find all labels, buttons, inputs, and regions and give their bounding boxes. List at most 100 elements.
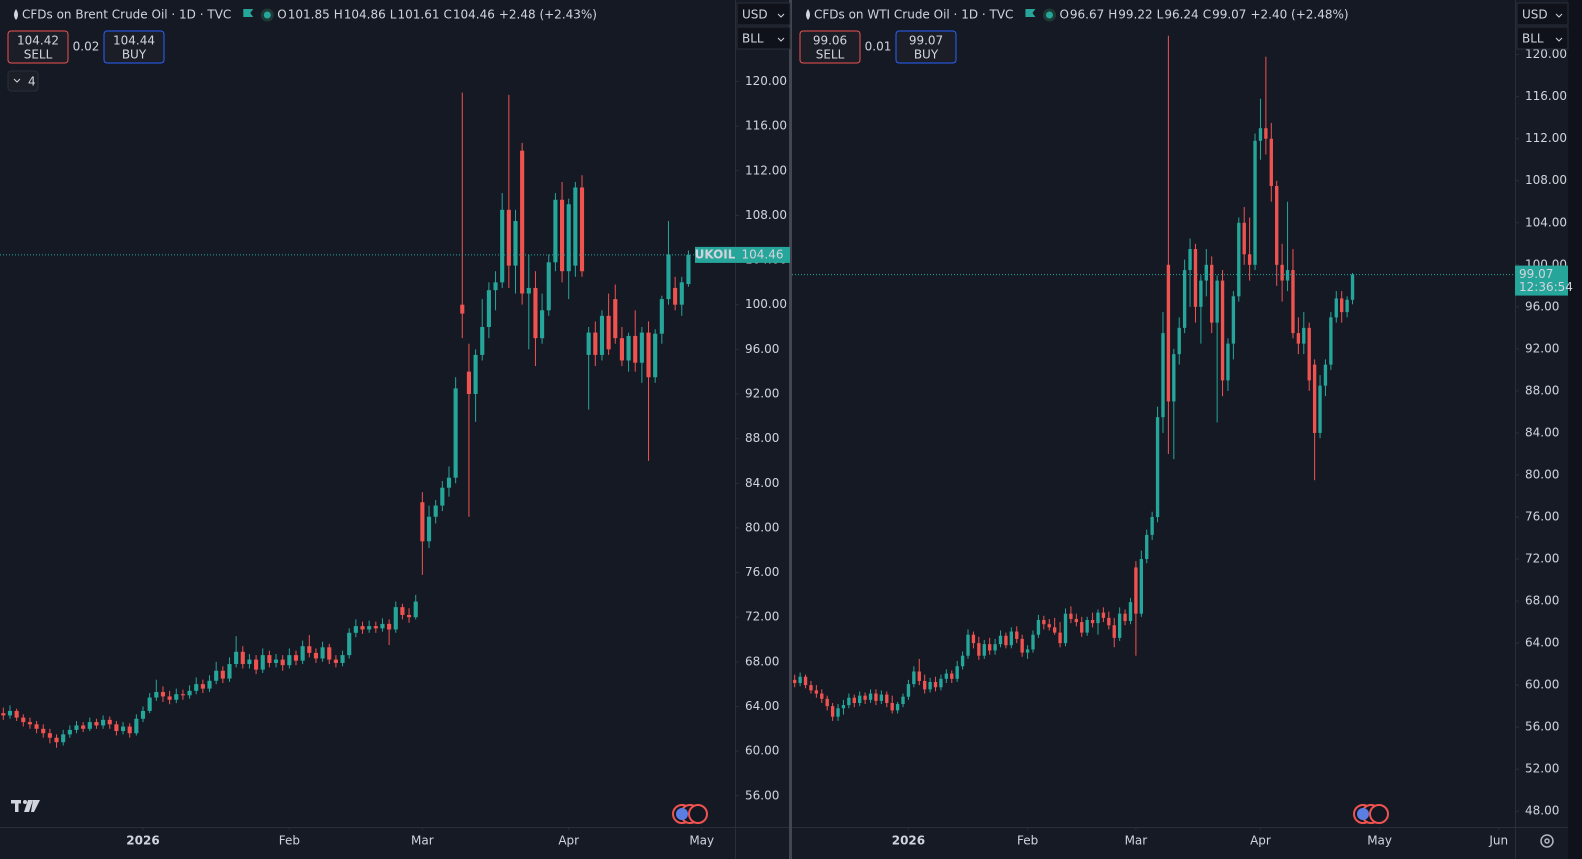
candle-body xyxy=(160,691,166,697)
sell-button[interactable] xyxy=(799,30,861,64)
candle-body xyxy=(1015,631,1019,639)
sell-price: 104.42 xyxy=(17,34,59,48)
candle-body xyxy=(885,694,889,704)
indicators-toggle[interactable] xyxy=(7,70,39,92)
candle-body xyxy=(420,502,425,542)
buy-button[interactable] xyxy=(103,30,165,64)
candle-body xyxy=(1161,333,1165,418)
candle-body xyxy=(41,728,46,734)
x-tick-label: Apr xyxy=(558,834,579,848)
ohlc-letter: H xyxy=(1108,8,1117,22)
candle-body xyxy=(673,287,678,305)
currency-unit: USD BLL xyxy=(1516,2,1569,50)
candle-body xyxy=(966,634,970,656)
candle-body xyxy=(950,673,954,679)
chart-title: CFDs on Brent Crude Oil · 1D · TVC xyxy=(22,8,231,22)
y-tick-label: 64.00 xyxy=(745,699,779,713)
candle-body xyxy=(74,725,79,730)
currency-button[interactable] xyxy=(736,2,791,26)
candle-body xyxy=(1340,298,1344,313)
drop-icon xyxy=(806,9,810,20)
candle-body xyxy=(526,287,531,294)
candle-body xyxy=(540,310,545,339)
price-label: 104.46 xyxy=(742,247,784,261)
y-tick-label: 88.00 xyxy=(1525,383,1559,397)
events-icon[interactable] xyxy=(1353,804,1389,824)
candle-body xyxy=(533,287,538,339)
y-tick-label: 64.00 xyxy=(1525,636,1559,650)
candle-body xyxy=(879,694,884,701)
candle-body xyxy=(1139,559,1143,614)
candle-body xyxy=(977,643,981,656)
candle-body xyxy=(987,644,992,651)
chart-layer: 48.00 52.00 56.00 60.00 64.00 68.00 72.00 76.00… xyxy=(792,35,1573,848)
y-tick-label: 56.00 xyxy=(745,788,779,802)
y-tick-label: 80.00 xyxy=(1525,467,1559,481)
symbol-badge xyxy=(695,246,735,263)
candle-body xyxy=(626,335,631,361)
candle-body xyxy=(912,671,916,685)
candle-body xyxy=(380,623,385,629)
events-icon[interactable] xyxy=(672,804,708,824)
candle-body xyxy=(619,338,624,361)
candle-body xyxy=(1155,417,1160,518)
x-tick-label: Jun xyxy=(1488,834,1508,848)
flag-icon xyxy=(243,9,254,17)
candle-body xyxy=(1334,298,1338,318)
currency-button[interactable] xyxy=(1516,2,1569,26)
candle-body xyxy=(1107,617,1111,626)
spread-label: 0.01 xyxy=(865,40,892,54)
candle-body xyxy=(1323,364,1328,386)
settings-icon[interactable] xyxy=(1540,834,1554,848)
candle-body xyxy=(486,290,491,328)
chart-title: CFDs on WTI Crude Oil · 1D · TVC xyxy=(814,8,1013,22)
candle-body xyxy=(1318,385,1322,433)
sell-button[interactable] xyxy=(7,30,69,64)
candle-body xyxy=(67,729,72,735)
candle-body xyxy=(1285,270,1290,281)
x-tick-label: Feb xyxy=(1017,834,1038,848)
x-tick-label: Mar xyxy=(1125,834,1148,848)
candle-body xyxy=(1220,280,1225,381)
candle-body xyxy=(1128,602,1133,622)
candle-body xyxy=(347,632,352,656)
unit-button[interactable] xyxy=(736,26,791,50)
candle-body xyxy=(1020,638,1024,653)
candle-body xyxy=(1188,249,1192,271)
candle-body xyxy=(1052,627,1057,633)
candle-body xyxy=(500,209,505,283)
y-tick-label: 84.00 xyxy=(745,476,779,490)
candle-body xyxy=(613,299,618,339)
ohlc-value: 101.61 xyxy=(397,8,439,22)
buy-button[interactable] xyxy=(895,30,957,64)
y-tick-label: 68.00 xyxy=(1525,594,1559,608)
candle-body xyxy=(593,332,598,355)
candle-body xyxy=(847,697,851,706)
candle-body xyxy=(1296,333,1301,344)
edge xyxy=(1568,0,1582,859)
candle-body xyxy=(194,684,199,691)
candle-body xyxy=(1134,567,1138,614)
x-tick-label: 2026 xyxy=(126,834,159,848)
buy-price: 99.07 xyxy=(909,34,943,48)
candle-body xyxy=(340,655,345,663)
sell-label: SELL xyxy=(816,48,845,62)
candle-body xyxy=(906,684,911,697)
candle-body xyxy=(1004,635,1008,646)
candle-body xyxy=(1150,517,1154,535)
unit-button[interactable] xyxy=(1516,26,1569,50)
y-tick-label: 80.00 xyxy=(745,520,779,534)
y-tick-label: 72.00 xyxy=(1525,552,1559,566)
candle-body xyxy=(1307,327,1311,381)
candle-body xyxy=(803,676,808,686)
candle-body xyxy=(120,726,126,732)
y-tick-label: 116.00 xyxy=(1525,89,1567,103)
candle-body xyxy=(220,670,225,679)
candle-body xyxy=(830,706,835,717)
candle-body xyxy=(1269,138,1273,186)
y-tick-label: 56.00 xyxy=(1525,720,1559,734)
candle-body xyxy=(267,655,272,663)
candle-body xyxy=(54,737,59,743)
y-tick-label: 96.00 xyxy=(745,342,779,356)
candle-body xyxy=(1042,619,1046,625)
